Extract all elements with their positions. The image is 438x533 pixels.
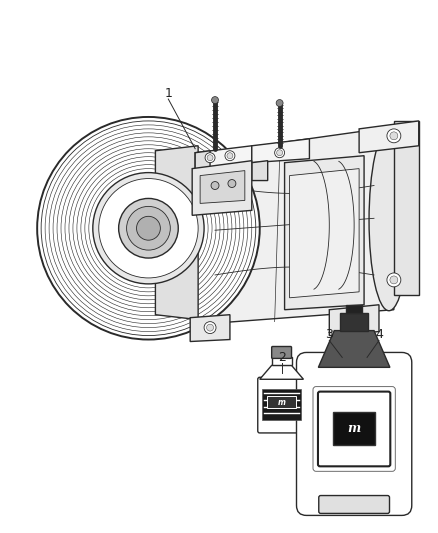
Circle shape <box>351 316 357 323</box>
Circle shape <box>390 132 398 140</box>
Polygon shape <box>200 171 245 204</box>
Bar <box>346 305 362 313</box>
Bar <box>333 413 375 446</box>
Circle shape <box>137 216 160 240</box>
Circle shape <box>99 179 198 278</box>
FancyBboxPatch shape <box>318 392 390 466</box>
Circle shape <box>205 153 215 163</box>
Polygon shape <box>195 146 252 168</box>
Polygon shape <box>155 146 198 320</box>
Circle shape <box>275 148 285 158</box>
Circle shape <box>227 153 233 159</box>
Polygon shape <box>290 168 359 298</box>
Circle shape <box>387 129 401 143</box>
Text: m: m <box>278 398 286 407</box>
Text: 4: 4 <box>375 328 383 341</box>
Circle shape <box>225 151 235 160</box>
FancyBboxPatch shape <box>272 346 292 358</box>
Circle shape <box>204 321 216 334</box>
Text: 1: 1 <box>164 86 172 100</box>
Circle shape <box>207 155 213 160</box>
Circle shape <box>211 182 219 190</box>
Bar <box>262 389 301 419</box>
Ellipse shape <box>369 130 409 311</box>
Polygon shape <box>329 305 379 336</box>
Polygon shape <box>190 314 230 342</box>
Polygon shape <box>285 156 364 310</box>
Polygon shape <box>318 330 390 367</box>
Bar <box>340 313 368 330</box>
Polygon shape <box>252 139 309 163</box>
Polygon shape <box>192 160 252 215</box>
Polygon shape <box>188 129 394 325</box>
Text: m: m <box>347 423 361 435</box>
Circle shape <box>390 276 398 284</box>
Circle shape <box>207 324 214 331</box>
Polygon shape <box>394 121 419 295</box>
FancyBboxPatch shape <box>313 386 395 471</box>
Polygon shape <box>359 121 419 153</box>
FancyBboxPatch shape <box>319 496 389 513</box>
Bar <box>272 358 292 365</box>
Circle shape <box>387 273 401 287</box>
Text: 2: 2 <box>278 351 286 364</box>
FancyBboxPatch shape <box>258 377 305 433</box>
Bar <box>267 397 296 408</box>
Circle shape <box>277 150 283 156</box>
Polygon shape <box>260 365 304 379</box>
Circle shape <box>276 100 283 107</box>
Polygon shape <box>195 151 210 182</box>
Circle shape <box>127 206 170 250</box>
FancyBboxPatch shape <box>297 352 412 515</box>
Circle shape <box>212 96 219 103</box>
Circle shape <box>348 314 360 326</box>
Circle shape <box>119 198 178 258</box>
Polygon shape <box>252 160 268 181</box>
Circle shape <box>228 180 236 188</box>
Circle shape <box>93 173 204 284</box>
Text: 3: 3 <box>325 328 333 341</box>
Circle shape <box>37 117 260 340</box>
